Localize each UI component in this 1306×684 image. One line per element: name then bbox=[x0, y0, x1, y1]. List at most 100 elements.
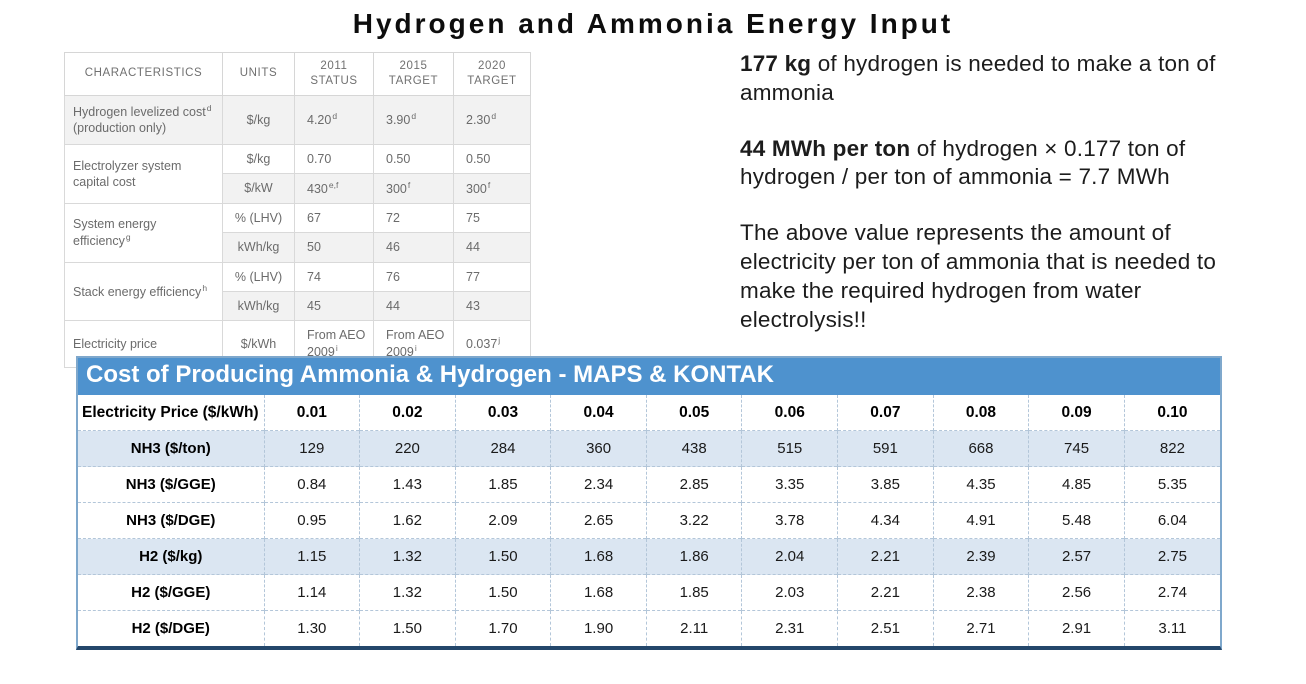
char-value-cell: 2.30d bbox=[453, 94, 531, 145]
cost-value-cell: 3.22 bbox=[645, 502, 742, 539]
char-value-cell: 44 bbox=[373, 290, 454, 322]
char-value-cell: 67 bbox=[294, 203, 374, 234]
note-text: of hydrogen × 0.177 ton of hydrogen / pe… bbox=[740, 135, 1186, 190]
note-text: The above value represents the amount of… bbox=[740, 220, 1217, 332]
cost-value-cell: 1.68 bbox=[550, 574, 647, 611]
char-row: Stack energy efficiencyh% (LHV) 74 76 77 bbox=[64, 261, 531, 322]
cost-value-cell: 2.31 bbox=[741, 610, 838, 646]
cost-value-cell: 668 bbox=[932, 430, 1029, 467]
cost-value-cell: 591 bbox=[837, 430, 934, 467]
cost-value-cell: 438 bbox=[645, 430, 742, 467]
cost-price-cell: 0.02 bbox=[359, 395, 456, 431]
cost-price-cell: 0.04 bbox=[550, 395, 647, 431]
cost-value-cell: 1.70 bbox=[454, 610, 551, 646]
characteristics-header-row: CHARACTERISTICS UNITS 2011 STATUS 2015 TARG… bbox=[64, 52, 531, 96]
cost-value-cell: 2.91 bbox=[1028, 610, 1125, 646]
notes-section: 177 kg of hydrogen is needed to make a t… bbox=[740, 50, 1222, 361]
char-value-cell: 50 bbox=[294, 232, 374, 263]
cost-value-cell: 2.11 bbox=[645, 610, 742, 646]
cost-value-cell: 5.35 bbox=[1123, 466, 1220, 503]
cost-value-cell: 1.86 bbox=[645, 538, 742, 575]
char-header-cell: 2011 STATUS bbox=[294, 52, 374, 96]
cost-value-cell: 1.85 bbox=[645, 574, 742, 611]
cost-value-cell: 360 bbox=[550, 430, 647, 467]
characteristics-table: CHARACTERISTICS UNITS 2011 STATUS 2015 TARG… bbox=[64, 52, 531, 368]
cost-table-row: H2 ($/GGE) 1.14 1.32 1.50 1.68 1.85 2.03 2.21 2.… bbox=[78, 574, 1220, 611]
cost-value-cell: 0.95 bbox=[263, 502, 360, 539]
cost-value-cell: 2.75 bbox=[1123, 538, 1220, 575]
cost-header-label-cell: Electricity Price ($/kWh) bbox=[78, 395, 264, 431]
cost-value-cell: 220 bbox=[359, 430, 456, 467]
char-unit-cell: $/kg bbox=[222, 94, 295, 145]
cost-value-cell: 3.85 bbox=[837, 466, 934, 503]
note-paragraph: The above value represents the amount of… bbox=[740, 219, 1222, 334]
char-unit-cell: $/kW bbox=[222, 172, 295, 205]
char-label-cell: Hydrogen levelized costd (production onl… bbox=[64, 94, 223, 145]
cost-value-cell: 129 bbox=[263, 430, 360, 467]
char-value-cell: 46 bbox=[373, 232, 454, 263]
cost-value-cell: 1.50 bbox=[454, 574, 551, 611]
cost-value-cell: 2.09 bbox=[454, 502, 551, 539]
char-row: kWh/kg 45 44 43 bbox=[65, 290, 531, 322]
cost-value-cell: 4.85 bbox=[1028, 466, 1125, 503]
cost-price-cell: 0.05 bbox=[645, 395, 742, 431]
cost-value-cell: 1.32 bbox=[359, 538, 456, 575]
char-value-cell: 44 bbox=[453, 232, 531, 263]
slide-title: Hydrogen and Ammonia Energy Input bbox=[352, 8, 954, 39]
cost-value-cell: 2.71 bbox=[932, 610, 1029, 646]
char-value-cell: 77 bbox=[453, 261, 531, 292]
cost-value-cell: 4.91 bbox=[932, 502, 1029, 539]
cost-value-cell: 2.51 bbox=[837, 610, 934, 646]
char-value-cell: 45 bbox=[294, 290, 374, 322]
char-value-cell: 43 bbox=[453, 290, 531, 322]
char-value-cell: 300f bbox=[373, 172, 454, 205]
cost-value-cell: 3.78 bbox=[741, 502, 838, 539]
cost-value-cell: 4.34 bbox=[837, 502, 934, 539]
char-value-cell: 3.90d bbox=[373, 94, 454, 145]
note-bold: 177 kg bbox=[740, 51, 812, 76]
char-label-cell: Stack energy efficiencyh bbox=[64, 261, 223, 322]
char-value-cell: 430e,f bbox=[294, 172, 374, 205]
char-value-cell: 0.50 bbox=[373, 143, 454, 174]
note-bold: 44 MWh per ton bbox=[740, 135, 911, 161]
char-header-cell: 2020 TARGET bbox=[453, 52, 531, 96]
cost-value-cell: 3.35 bbox=[741, 466, 838, 503]
char-row: Electrolyzer system capital cost $/kg 0.70… bbox=[64, 143, 531, 205]
cost-value-cell: 1.43 bbox=[359, 466, 456, 503]
char-value-cell: 4.20d bbox=[294, 94, 374, 145]
cost-table-row: NH3 ($/GGE) 0.84 1.43 1.85 2.34 2.85 3.35 3.85 4… bbox=[78, 466, 1220, 503]
char-unit-cell: % (LHV) bbox=[222, 203, 295, 234]
cost-header-row: Electricity Price ($/kWh) 0.01 0.02 0.03 0.0… bbox=[78, 395, 1220, 431]
char-unit-cell: kWh/kg bbox=[222, 290, 295, 322]
cost-price-cell: 0.01 bbox=[263, 395, 360, 431]
cost-value-cell: 1.32 bbox=[359, 574, 456, 611]
cost-table-title: Cost of Producing Ammonia & Hydrogen - M… bbox=[78, 358, 1220, 395]
cost-table: Cost of Producing Ammonia & Hydrogen - M… bbox=[76, 356, 1222, 650]
cost-value-cell: 2.21 bbox=[837, 574, 934, 611]
cost-value-cell: 2.65 bbox=[550, 502, 647, 539]
cost-value-cell: 1.90 bbox=[550, 610, 647, 646]
char-unit-cell: kWh/kg bbox=[222, 232, 295, 263]
cost-price-cell: 0.10 bbox=[1123, 395, 1220, 431]
note-paragraph: 177 kg of hydrogen is needed to make a t… bbox=[740, 50, 1222, 108]
cost-row-label-cell: H2 ($/DGE) bbox=[78, 610, 264, 646]
cost-table-row: H2 ($/DGE) 1.30 1.50 1.70 1.90 2.11 2.31 2.51 2.… bbox=[78, 610, 1220, 646]
cost-value-cell: 1.62 bbox=[359, 502, 456, 539]
cost-price-cell: 0.08 bbox=[932, 395, 1029, 431]
cost-value-cell: 515 bbox=[741, 430, 838, 467]
cost-price-cell: 0.06 bbox=[741, 395, 838, 431]
cost-value-cell: 0.84 bbox=[263, 466, 360, 503]
cost-value-cell: 745 bbox=[1028, 430, 1125, 467]
char-header-cell: CHARACTERISTICS bbox=[64, 52, 223, 96]
cost-value-cell: 1.14 bbox=[263, 574, 360, 611]
cost-value-cell: 284 bbox=[454, 430, 551, 467]
cost-value-cell: 3.11 bbox=[1123, 610, 1220, 646]
char-label-cell: System energy efficiencyg bbox=[64, 203, 223, 263]
cost-row-label-cell: NH3 ($/ton) bbox=[78, 430, 264, 467]
note-text: of hydrogen is needed to make a ton of a… bbox=[740, 51, 1216, 105]
cost-value-cell: 1.15 bbox=[263, 538, 360, 575]
cost-value-cell: 1.50 bbox=[454, 538, 551, 575]
cost-value-cell: 822 bbox=[1123, 430, 1220, 467]
cost-value-cell: 2.21 bbox=[837, 538, 934, 575]
char-header-cell: 2015 TARGET bbox=[373, 52, 454, 96]
